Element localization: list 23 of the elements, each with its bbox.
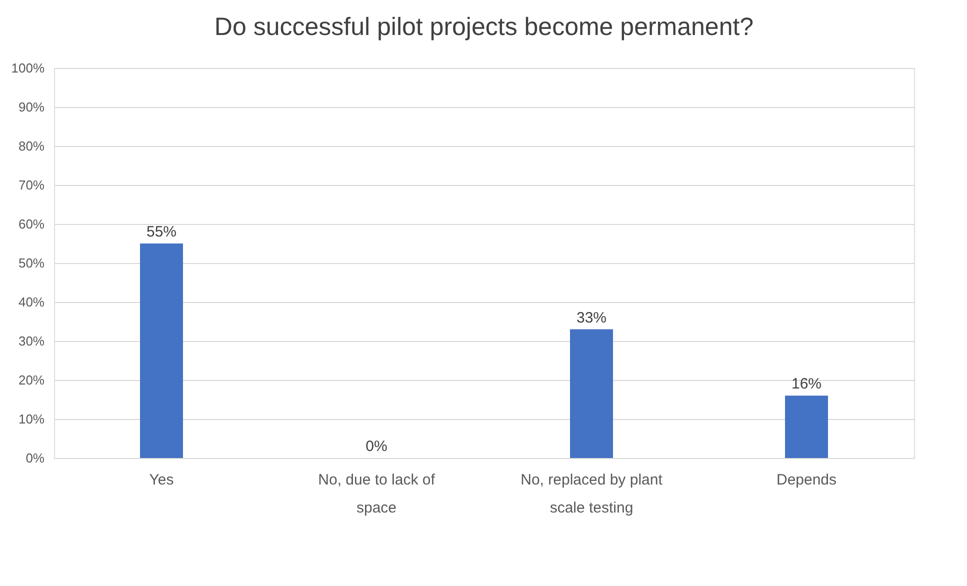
y-tick-label: 70% <box>18 178 45 192</box>
data-label: 16% <box>791 376 822 393</box>
data-label: 33% <box>576 309 607 326</box>
y-tick-label: 10% <box>18 412 45 426</box>
y-tick-label: 60% <box>18 216 45 232</box>
data-label: 0% <box>366 438 388 455</box>
y-tick-label: 100% <box>11 60 45 76</box>
x-tick-label: No, due to lack of space <box>318 472 436 516</box>
x-tick-label: Yes <box>149 472 174 488</box>
y-tick-label: 20% <box>18 372 45 388</box>
y-tick-label: 0% <box>26 450 45 466</box>
y-tick-label: 40% <box>18 294 45 310</box>
y-tick-label: 50% <box>18 256 45 270</box>
x-tick-label: Depends <box>776 472 837 488</box>
data-label: 55% <box>146 224 177 240</box>
x-tick-label: No, replaced by plant scale testing <box>520 472 664 516</box>
y-tick-label: 30% <box>18 334 45 348</box>
bar <box>785 396 828 458</box>
bar <box>140 244 183 458</box>
y-tick-label: 80% <box>18 138 45 154</box>
chart-title: Do successful pilot projects become permanent? <box>214 13 754 41</box>
bar <box>570 329 613 458</box>
y-tick-label: 90% <box>18 100 45 114</box>
